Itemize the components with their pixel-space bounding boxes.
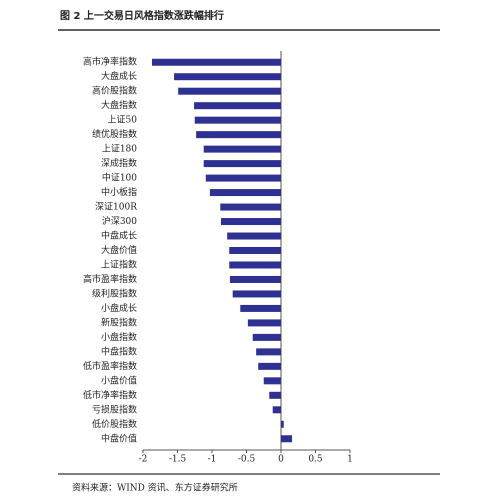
y-tick-label: 中盘价值 — [101, 432, 137, 444]
y-tick-label: 大盘价值 — [101, 244, 137, 256]
bar — [229, 275, 281, 283]
y-tick-label: 亏损股指数 — [92, 403, 137, 415]
source-note: 资料来源：WIND 资讯、东方证券研究所 — [72, 482, 238, 494]
bar — [220, 218, 281, 226]
y-tick-label: 低市盈率指数 — [83, 360, 137, 372]
bar — [194, 102, 281, 110]
y-tick-label: 绩优股指数 — [92, 128, 137, 140]
y-tick-label: 中盘指数 — [101, 345, 137, 357]
bar — [232, 290, 281, 298]
y-tick-label: 高价股指数 — [92, 85, 137, 97]
y-tick-label: 级利股指数 — [92, 287, 137, 299]
x-tick-label: 1 — [347, 455, 353, 465]
y-tick-label: 上证180 — [102, 144, 137, 155]
bar — [194, 116, 281, 124]
bar — [229, 261, 281, 269]
bar — [247, 319, 281, 327]
bar — [196, 131, 281, 139]
bar — [178, 87, 281, 95]
y-tick-label: 高市盈率指数 — [83, 273, 137, 285]
bar — [269, 391, 281, 399]
bar — [281, 435, 293, 443]
y-tick-label: 大盘指数 — [101, 99, 137, 111]
bar — [272, 406, 281, 414]
bar — [174, 73, 281, 81]
bar — [229, 247, 281, 254]
y-tick-label: 中小板指 — [101, 186, 137, 198]
y-tick-label: 小盘成长 — [101, 302, 137, 314]
y-tick-label: 小盘价值 — [101, 374, 137, 386]
bar — [256, 348, 281, 356]
bar — [203, 160, 281, 168]
y-tick-label: 大盘成长 — [101, 70, 137, 82]
bar — [220, 203, 281, 211]
bar — [209, 189, 281, 197]
y-tick-label: 沪深300 — [102, 215, 137, 227]
y-tick-label: 深证100R — [95, 202, 137, 213]
bar — [240, 304, 281, 312]
y-tick-label: 上证指数 — [101, 258, 137, 270]
y-tick-label: 中证100 — [102, 172, 137, 184]
x-tick-label: 0 — [278, 455, 284, 465]
x-tick-label: 0.5 — [308, 455, 323, 465]
chart-title: 图 2 上一交易日风格指数涨跌幅排行 — [60, 9, 224, 22]
x-tick-label: -0.5 — [238, 455, 256, 465]
bar — [263, 377, 281, 385]
bar — [258, 362, 281, 370]
y-tick-label: 中盘成长 — [101, 230, 137, 242]
bar — [205, 174, 281, 182]
y-tick-label: 高市净率指数 — [83, 56, 137, 68]
x-tick-label: -1.5 — [169, 455, 187, 465]
x-tick-label: -2 — [139, 455, 148, 465]
bar — [151, 58, 281, 66]
x-tick-label: -1 — [208, 455, 217, 465]
y-tick-label: 深成指数 — [101, 157, 137, 169]
bar — [203, 145, 281, 153]
bar — [281, 420, 284, 428]
y-tick-label: 小盘指数 — [101, 331, 137, 343]
y-tick-label: 低价股指数 — [92, 418, 137, 430]
y-tick-label: 低市净率指数 — [83, 389, 137, 401]
y-tick-label: 上证50 — [108, 115, 138, 126]
bar — [227, 232, 281, 240]
bar — [252, 333, 281, 341]
y-tick-label: 新股指数 — [101, 316, 137, 328]
